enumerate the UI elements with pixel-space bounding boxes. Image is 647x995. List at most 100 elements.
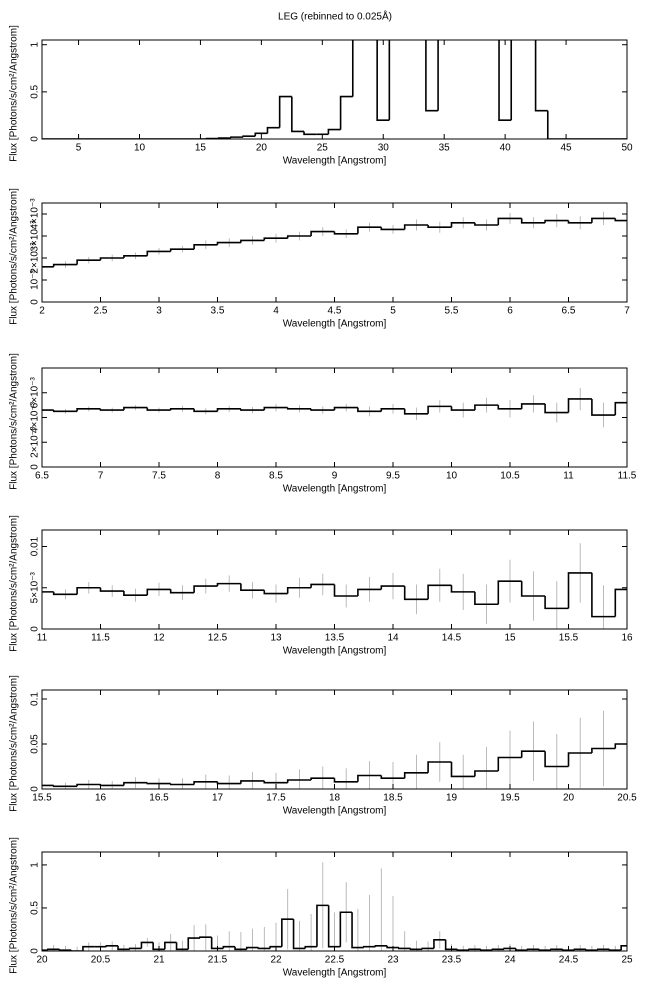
step xyxy=(263,237,288,241)
step xyxy=(169,248,195,252)
step xyxy=(310,777,335,780)
step xyxy=(591,572,616,618)
x-tick-label: 5.5 xyxy=(445,306,459,317)
y-tick-label: 5×10⁻³ xyxy=(30,572,41,604)
x-tick-label: 16 xyxy=(621,633,633,644)
y-tick-label: 4×10⁻³ xyxy=(30,198,41,230)
x-tick-label: 45 xyxy=(561,143,573,154)
step xyxy=(614,218,627,222)
step xyxy=(193,408,218,413)
step xyxy=(164,941,177,950)
step xyxy=(216,781,241,785)
x-tick-label: 12 xyxy=(153,633,165,644)
x-tick-label: 6 xyxy=(507,306,513,317)
step xyxy=(257,947,271,950)
x-tick-label: 25 xyxy=(317,143,329,154)
x-tick-label: 20.5 xyxy=(91,955,111,966)
y-tick-label: 0 xyxy=(30,786,41,792)
y-tick-label: 4×10⁻³ xyxy=(30,401,41,433)
step xyxy=(169,589,195,594)
x-tick-label: 15 xyxy=(195,143,207,154)
step xyxy=(474,222,499,226)
step xyxy=(567,398,592,413)
step xyxy=(240,239,265,243)
step xyxy=(427,405,452,414)
plot-area xyxy=(42,40,627,139)
step xyxy=(230,136,244,139)
step xyxy=(269,945,282,949)
step xyxy=(193,585,218,593)
step xyxy=(123,781,148,786)
x-tick-label: 8 xyxy=(215,471,221,482)
step xyxy=(357,774,382,782)
step xyxy=(544,596,569,610)
x-tick-label: 14.5 xyxy=(442,633,462,644)
step xyxy=(427,761,452,773)
step xyxy=(474,591,499,606)
x-tick-label: 23.5 xyxy=(442,955,462,966)
step xyxy=(437,40,439,111)
x-tick-label: 20 xyxy=(36,955,48,966)
plot-area xyxy=(42,543,627,629)
x-tick-label: 8.5 xyxy=(269,471,283,482)
x-tick-label: 2 xyxy=(39,306,45,317)
step xyxy=(526,948,540,951)
step xyxy=(510,40,513,121)
y-tick-label: 0.01 xyxy=(30,536,41,556)
step xyxy=(403,772,429,779)
step xyxy=(303,131,317,136)
x-tick-label: 30 xyxy=(378,143,390,154)
y-tick-label: 0 xyxy=(30,626,41,632)
x-tick-label: 16 xyxy=(95,793,107,804)
x-axis-label: Wavelength [Angstrom] xyxy=(283,968,387,979)
step xyxy=(175,942,189,951)
x-tick-label: 10.5 xyxy=(500,471,520,482)
step xyxy=(146,588,171,596)
y-tick-label: 0 xyxy=(30,464,41,470)
x-tick-label: 15.5 xyxy=(32,793,52,804)
step xyxy=(99,257,124,261)
step xyxy=(76,783,101,787)
step xyxy=(591,747,616,753)
step xyxy=(140,941,154,949)
x-tick-label: 21 xyxy=(153,955,165,966)
step xyxy=(304,945,317,949)
step xyxy=(520,218,546,224)
x-tick-label: 20 xyxy=(563,793,575,804)
step xyxy=(286,235,312,239)
x-tick-label: 17.5 xyxy=(266,793,286,804)
step xyxy=(123,406,148,411)
x-tick-label: 22.5 xyxy=(325,955,345,966)
step xyxy=(310,408,335,411)
step xyxy=(245,946,259,950)
step xyxy=(278,95,292,128)
step xyxy=(222,945,236,949)
step xyxy=(52,785,78,788)
step xyxy=(240,408,265,411)
x-tick-label: 18 xyxy=(329,793,341,804)
step xyxy=(52,591,78,596)
step xyxy=(591,398,616,416)
step xyxy=(567,220,592,224)
step xyxy=(286,407,312,410)
x-tick-label: 4 xyxy=(273,306,279,317)
step xyxy=(614,743,627,749)
x-tick-label: 15 xyxy=(504,633,516,644)
step xyxy=(333,778,358,783)
y-tick-label: 0 xyxy=(30,948,41,954)
step xyxy=(316,904,329,947)
step xyxy=(210,937,224,950)
step xyxy=(234,946,247,951)
y-tick-label: 0 xyxy=(30,299,41,305)
step xyxy=(193,781,218,785)
step xyxy=(351,912,364,949)
step xyxy=(82,945,95,951)
plot-area xyxy=(42,387,627,428)
step xyxy=(561,949,575,951)
step xyxy=(596,948,610,951)
step xyxy=(497,405,522,410)
plot-frame xyxy=(41,689,628,790)
x-tick-label: 40 xyxy=(500,143,512,154)
x-tick-label: 35 xyxy=(439,143,451,154)
step xyxy=(450,406,475,411)
